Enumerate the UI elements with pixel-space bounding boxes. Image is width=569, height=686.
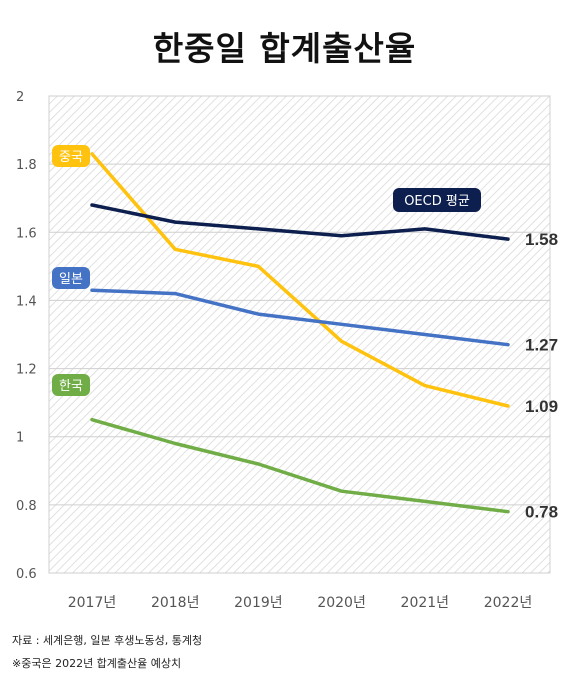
y-tick-label: 0.6 [16, 567, 37, 582]
series-badge-label: 일본 [59, 272, 83, 287]
series-badge [52, 374, 90, 396]
x-tick-label: 2018년 [151, 595, 200, 611]
x-tick-label: 2019년 [234, 595, 283, 611]
x-tick-label: 2021년 [401, 595, 450, 611]
series-line [90, 288, 510, 347]
end-value-label: 1.58 [525, 230, 558, 249]
x-tick-label: 2020년 [317, 595, 366, 611]
series-badge [393, 188, 481, 212]
y-tick-label: 0.8 [16, 499, 37, 514]
y-tick-label: 1.4 [16, 294, 37, 309]
series-line [90, 203, 510, 241]
series-badge [52, 267, 90, 289]
series-badge [52, 145, 90, 167]
source-note: 자료 : 세계은행, 일본 후생노동성, 통계청 [12, 634, 203, 647]
series-badge-label: 한국 [59, 379, 83, 394]
end-value-label: 1.27 [525, 336, 558, 355]
x-tick-label: 2022년 [484, 595, 533, 611]
series-badge-label: 중국 [59, 150, 83, 165]
plot-area [48, 95, 551, 574]
series-badge-label: OECD 평균 [404, 194, 470, 209]
end-value-label: 0.78 [525, 503, 558, 522]
y-tick-label: 1 [16, 431, 24, 446]
estimate-note: ※중국은 2022년 합계출산율 예상치 [12, 657, 182, 670]
end-value-label: 1.09 [525, 397, 558, 416]
series-line [90, 417, 510, 514]
y-tick-label: 1.8 [16, 158, 37, 173]
x-tick-label: 2017년 [68, 595, 117, 611]
y-tick-label: 1.6 [16, 226, 37, 241]
y-tick-label: 1.2 [16, 363, 37, 378]
y-tick-label: 2 [16, 90, 24, 105]
chart-title: 한중일 합계출산율 [152, 29, 417, 68]
series-line [90, 152, 510, 408]
